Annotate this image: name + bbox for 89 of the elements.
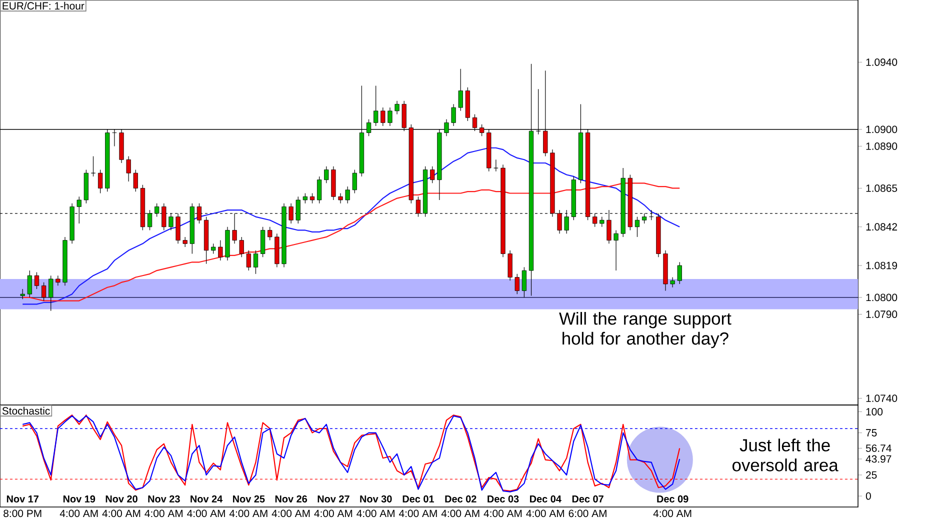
- candlestick: [218, 240, 223, 261]
- text: 4:00 AM: [144, 510, 182, 518]
- candlestick: [451, 104, 456, 126]
- x-tick-label: Nov 27: [318, 495, 350, 502]
- candlestick: [345, 186, 350, 204]
- y-tick-label: 56.74: [866, 444, 892, 452]
- candlestick: [508, 250, 512, 281]
- candlestick: [260, 226, 266, 258]
- candlestick: [182, 236, 188, 248]
- candlestick: [380, 107, 386, 126]
- candlestick: [600, 216, 604, 228]
- candlestick: [394, 100, 400, 115]
- candlestick: [374, 85, 378, 126]
- candlestick: [20, 288, 25, 300]
- candlestick: [670, 276, 675, 288]
- candlestick: [514, 274, 520, 294]
- text: 4:00 AM: [653, 510, 692, 518]
- chart-title: EUR/CHF: 1-hour: [2, 2, 84, 10]
- candlestick: [27, 270, 32, 298]
- candlestick: [458, 68, 463, 112]
- candlestick: [310, 192, 315, 204]
- candlestick: [56, 275, 60, 286]
- y-tick-label: 1.0800: [866, 294, 898, 302]
- candlestick: [317, 176, 322, 204]
- x-tick-label: Dec 03: [488, 495, 519, 502]
- text: 4:00 AM: [187, 510, 225, 518]
- candlestick: [634, 216, 640, 238]
- x-tick-label: Nov 20: [106, 495, 138, 502]
- candlestick: [268, 226, 272, 241]
- x-tick-label: Nov 26: [275, 495, 308, 502]
- text: 4:00 AM: [272, 510, 310, 518]
- x-tick-label: Nov 23: [148, 495, 180, 502]
- text: 4:00 AM: [484, 510, 522, 518]
- x-tick-label: Dec 04: [530, 495, 562, 502]
- x-tick-label: Dec 02: [445, 495, 476, 502]
- y-tick-label: 1.0842: [866, 223, 897, 231]
- candlestick: [302, 192, 308, 204]
- candlestick: [614, 230, 618, 271]
- x-tick-label: Nov 30: [360, 495, 392, 502]
- y-tick-label: 1.0865: [866, 184, 898, 192]
- candlestick: [352, 169, 357, 194]
- text: 4:00 AM: [526, 510, 564, 518]
- text: Just left the oversold area: [732, 438, 838, 472]
- x-tick-label: Nov 17: [6, 496, 38, 502]
- candlestick: [430, 166, 435, 184]
- y-tick-label: 43.97: [866, 455, 892, 463]
- x-tick-label: Dec 07: [572, 495, 604, 502]
- x-tick-label: Dec 09: [657, 495, 688, 502]
- y-tick-label: 0: [866, 492, 871, 500]
- candlestick: [246, 250, 251, 271]
- y-tick-label: 1.0819: [866, 262, 898, 270]
- x-tick-label: Nov 25: [233, 495, 265, 502]
- text: 8:00 PM: [4, 510, 42, 518]
- y-tick-label: 75: [866, 429, 877, 436]
- text: 4:00 AM: [398, 510, 437, 518]
- y-tick-label: 25: [866, 471, 877, 479]
- candlestick: [41, 282, 46, 302]
- candlestick: [211, 243, 216, 254]
- candlestick: [324, 166, 329, 184]
- x-tick-label: Dec 01: [402, 495, 434, 502]
- text: 4:00 AM: [314, 510, 352, 518]
- y-tick-label: 1.0890: [866, 142, 898, 150]
- candlestick: [126, 156, 131, 182]
- text: 4:00 AM: [60, 510, 98, 518]
- annotation: Will the range support hold for another day?: [559, 312, 732, 348]
- y-tick-label: 1.0940: [866, 58, 898, 66]
- text: 6:00 AM: [568, 510, 606, 518]
- candlestick: [98, 169, 103, 194]
- y-tick-label: 1.0740: [866, 394, 898, 402]
- candlestick: [48, 275, 54, 312]
- text: 4:00 AM: [356, 510, 394, 518]
- candlestick: [133, 169, 138, 192]
- text: 4:00 AM: [441, 510, 480, 518]
- candlestick: [388, 107, 392, 126]
- text: 4:00 AM: [229, 510, 268, 518]
- text: 4:00 AM: [102, 510, 140, 518]
- y-tick-label: 1.0790: [866, 310, 898, 318]
- candlestick: [338, 192, 343, 204]
- candlestick: [253, 250, 258, 274]
- candlestick: [239, 236, 244, 258]
- candlestick: [494, 159, 498, 172]
- y-tick-label: 1.0900: [866, 126, 898, 134]
- candlestick: [677, 262, 682, 284]
- chart-title: Stochastic: [2, 406, 50, 415]
- candlestick: [34, 272, 40, 290]
- candlestick: [522, 266, 527, 298]
- x-tick-label: Nov 24: [190, 495, 223, 502]
- x-tick-label: Nov 19: [63, 495, 96, 502]
- y-tick-label: 100: [866, 408, 883, 416]
